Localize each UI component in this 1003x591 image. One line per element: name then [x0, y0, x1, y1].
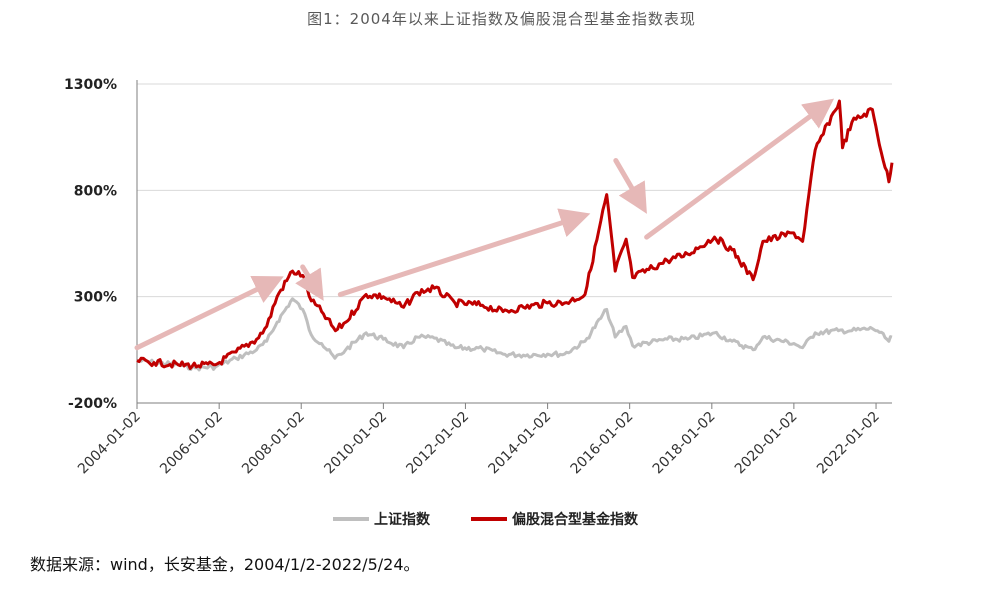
x-tick-label: 2020-01-02 — [732, 409, 801, 478]
series-line-equity-hybrid-fund-index — [136, 99, 894, 370]
legend: 上证指数 偏股混合型基金指数 — [333, 511, 639, 528]
x-tick-label: 2018-01-02 — [650, 409, 719, 478]
x-tick-label: 2014-01-02 — [486, 409, 555, 478]
x-axis: 2004-01-02 2006-01-02 2008-01-02 2010-01-02… — [75, 403, 883, 477]
trend-arrow — [644, 98, 835, 240]
series-layer — [136, 99, 894, 372]
x-tick-label: 2012-01-02 — [403, 409, 472, 478]
trend-arrows — [134, 98, 835, 351]
y-tick-label: 1300% — [64, 77, 117, 93]
x-tick-label: 2004-01-02 — [75, 409, 144, 478]
y-tick-label: -200% — [68, 396, 117, 412]
y-axis: 1300% 800% 300% -200% — [64, 77, 138, 412]
trend-arrow — [613, 158, 647, 214]
legend-label-sse-index: 上证指数 — [374, 511, 431, 528]
chart-title: 图1：2004年以来上证指数及偏股混合型基金指数表现 — [307, 10, 696, 28]
x-tick-label: 2010-01-02 — [321, 409, 390, 478]
source-note: 数据来源：wind，长安基金，2004/1/2-2022/5/24。 — [30, 555, 420, 574]
trend-arrow — [337, 208, 591, 298]
trend-arrow — [295, 264, 324, 301]
y-tick-label: 300% — [74, 290, 117, 306]
series-line-sse-index — [136, 297, 893, 372]
legend-label-fund-index: 偏股混合型基金指数 — [512, 511, 639, 528]
y-tick-label: 800% — [74, 183, 117, 199]
x-tick-label: 2016-01-02 — [568, 409, 637, 478]
x-tick-label: 2008-01-02 — [239, 409, 308, 478]
x-tick-label: 2006-01-02 — [157, 409, 226, 478]
trend-arrow — [134, 275, 284, 351]
x-tick-label: 2022-01-02 — [814, 409, 883, 478]
